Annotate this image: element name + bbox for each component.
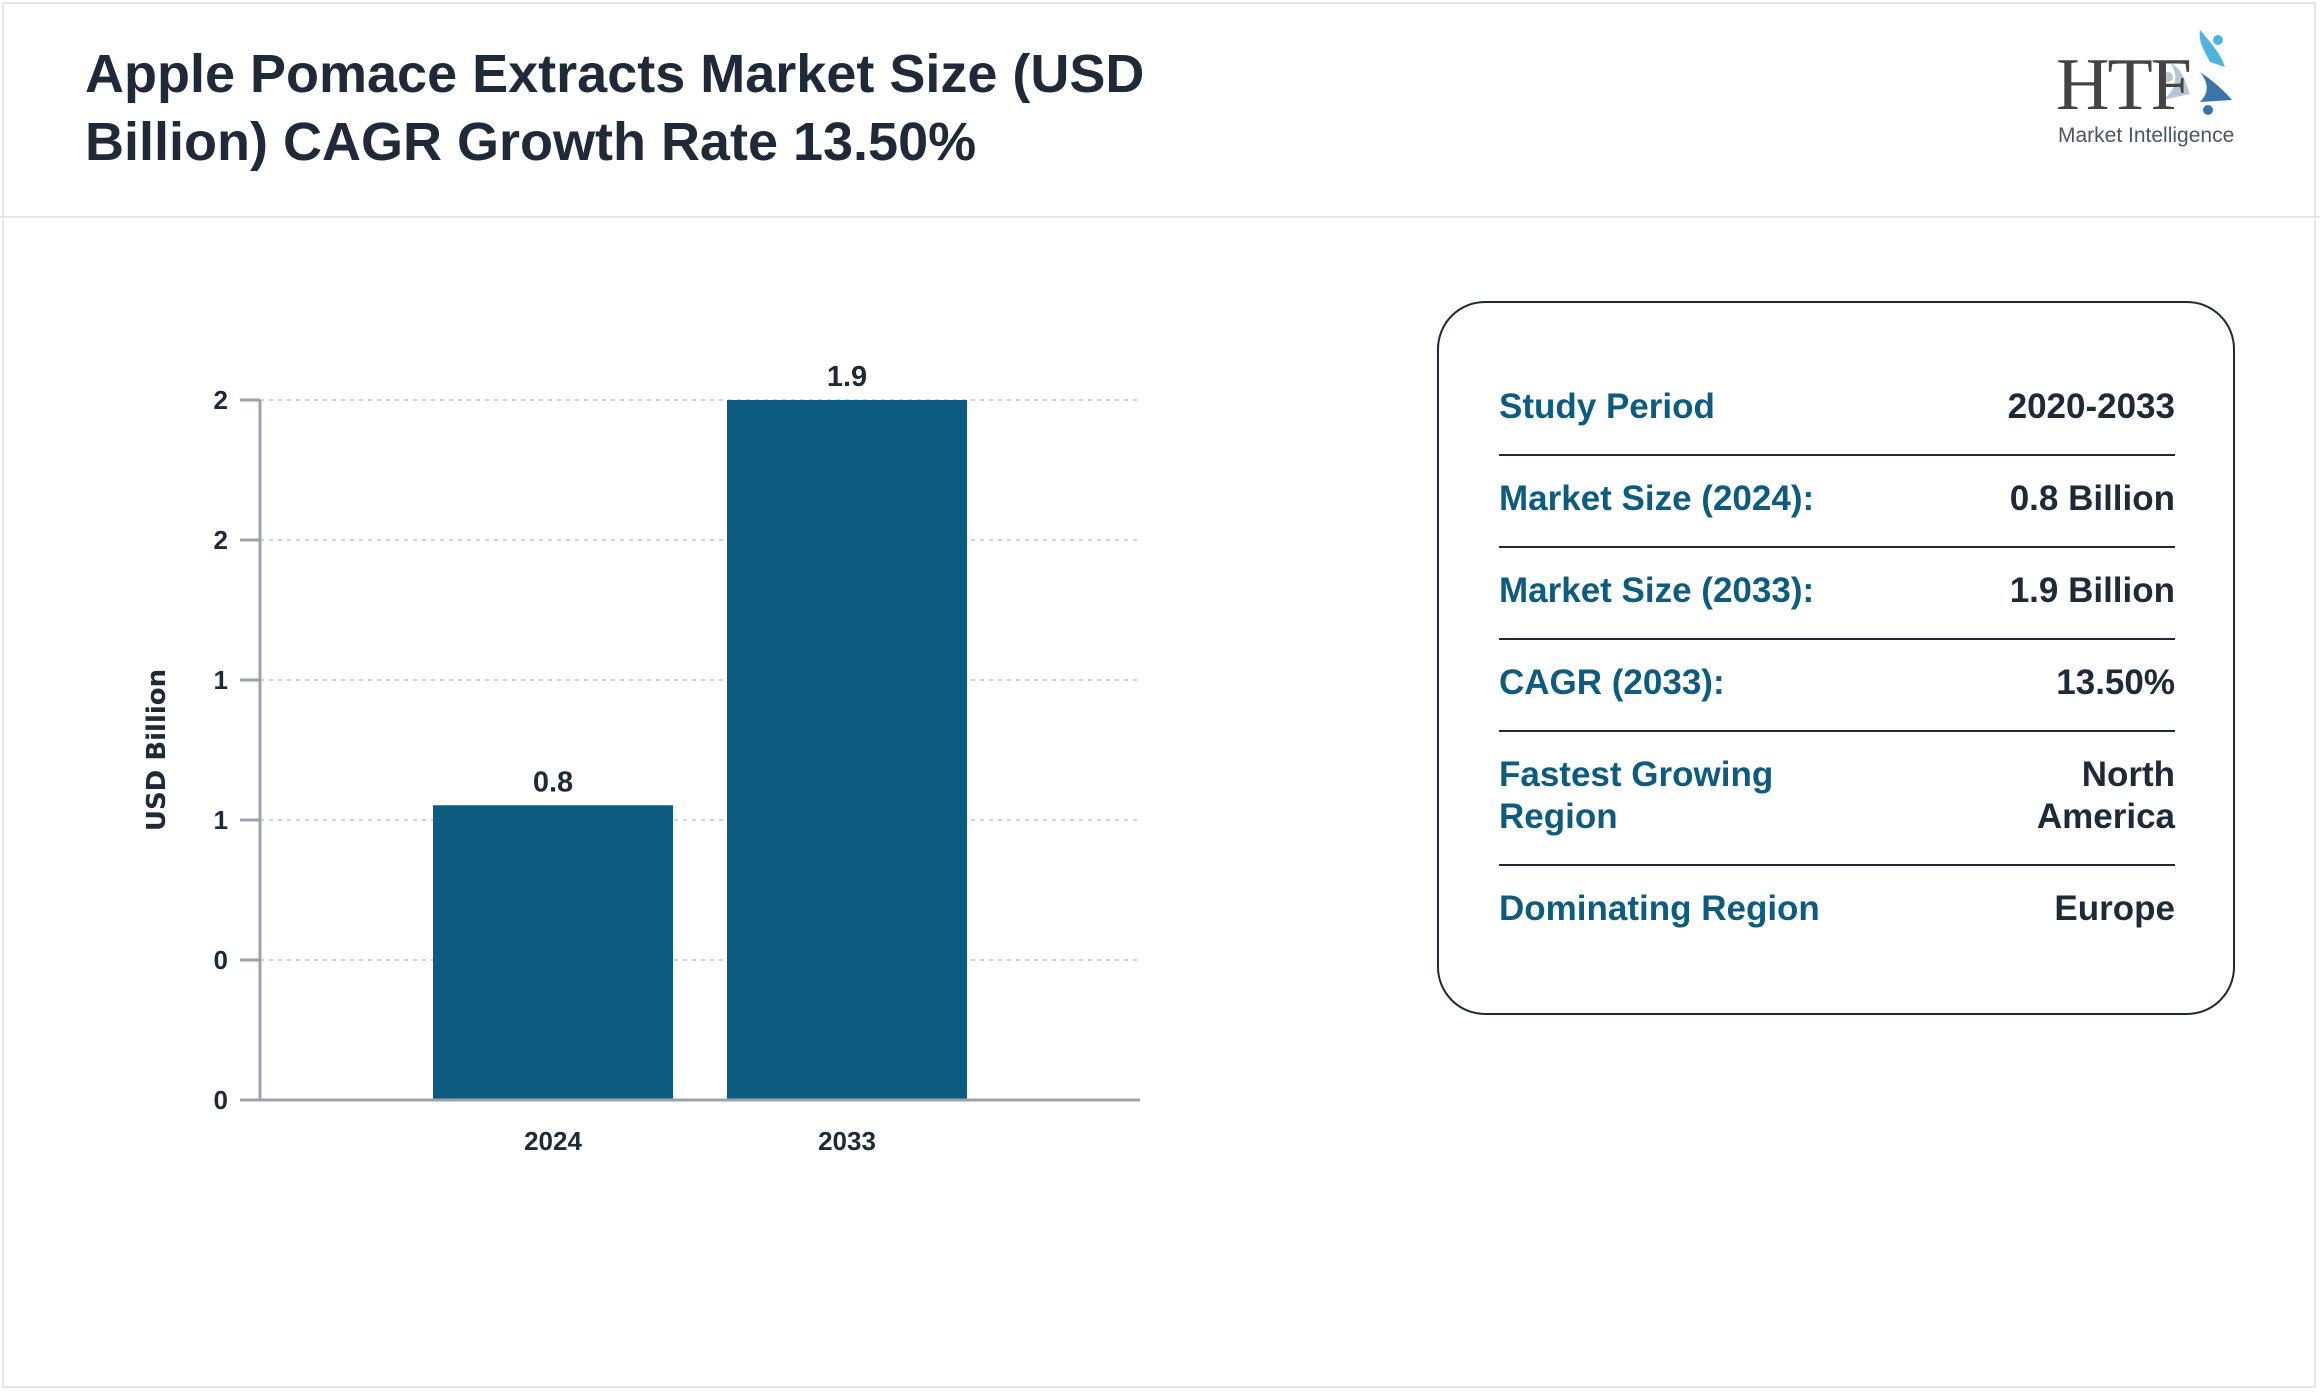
info-label: Market Size (2024): (1499, 479, 1815, 518)
data-label: 0.8 (533, 766, 573, 798)
info-row: CAGR (2033): 13.50% (1499, 661, 2175, 705)
y-tick-label: 1 (214, 665, 228, 695)
row-divider (1499, 864, 2175, 866)
info-value: Europe (2054, 889, 2175, 928)
info-row: Study Period 2020-2033 (1499, 385, 2175, 429)
x-tick-label: 2033 (818, 1126, 876, 1156)
info-value: 13.50% (2056, 663, 2175, 702)
info-row: Dominating Region Europe (1499, 887, 2175, 931)
info-row: Fastest Growing Region North America (1499, 754, 2175, 838)
bar-2024 (433, 805, 673, 1100)
header: Apple Pomace Extracts Market Size (USD B… (0, 0, 2320, 218)
info-card: Study Period 2020-2033 Market Size (2024):… (1437, 301, 2235, 1015)
row-divider (1499, 730, 2175, 732)
bar-2033 (727, 400, 967, 1100)
info-label: Fastest Growing Region (1499, 755, 1774, 836)
x-tick-label: 2024 (524, 1126, 582, 1156)
row-divider (1499, 454, 2175, 456)
info-value: 1.9 Billion (2009, 571, 2175, 610)
info-value: 0.8 Billion (2009, 479, 2175, 518)
htf-logo: HTF Market Intelligence (2050, 22, 2240, 150)
y-tick-label: 0 (214, 945, 228, 975)
logo-figures-icon (2162, 30, 2232, 115)
logo-wordmark: HTF (2056, 44, 2192, 126)
y-tick-label: 2 (214, 525, 228, 555)
info-label: Market Size (2033): (1499, 571, 1815, 610)
bar-chart: 0 0 1 1 2 2 0.8 2024 1.9 2033 USD Billion (142, 361, 1140, 1156)
row-divider (1499, 638, 2175, 640)
y-tick-label: 1 (214, 805, 228, 835)
y-axis-label: USD Billion (142, 669, 172, 831)
y-tick-label: 2 (214, 385, 228, 415)
info-row: Market Size (2033): 1.9 Billion (1499, 569, 2175, 613)
y-tick-label: 0 (214, 1085, 228, 1115)
info-label: Dominating Region (1499, 889, 1820, 928)
row-divider (1499, 546, 2175, 548)
data-label: 1.9 (827, 361, 867, 393)
page-title: Apple Pomace Extracts Market Size (USD B… (85, 44, 1145, 172)
logo-subtext: Market Intelligence (2058, 124, 2235, 147)
info-value: 2020-2033 (2007, 387, 2175, 426)
info-label: CAGR (2033): (1499, 663, 1725, 702)
info-value: North America (2036, 755, 2175, 836)
info-row: Market Size (2024): 0.8 Billion (1499, 477, 2175, 521)
info-label: Study Period (1499, 387, 1715, 426)
